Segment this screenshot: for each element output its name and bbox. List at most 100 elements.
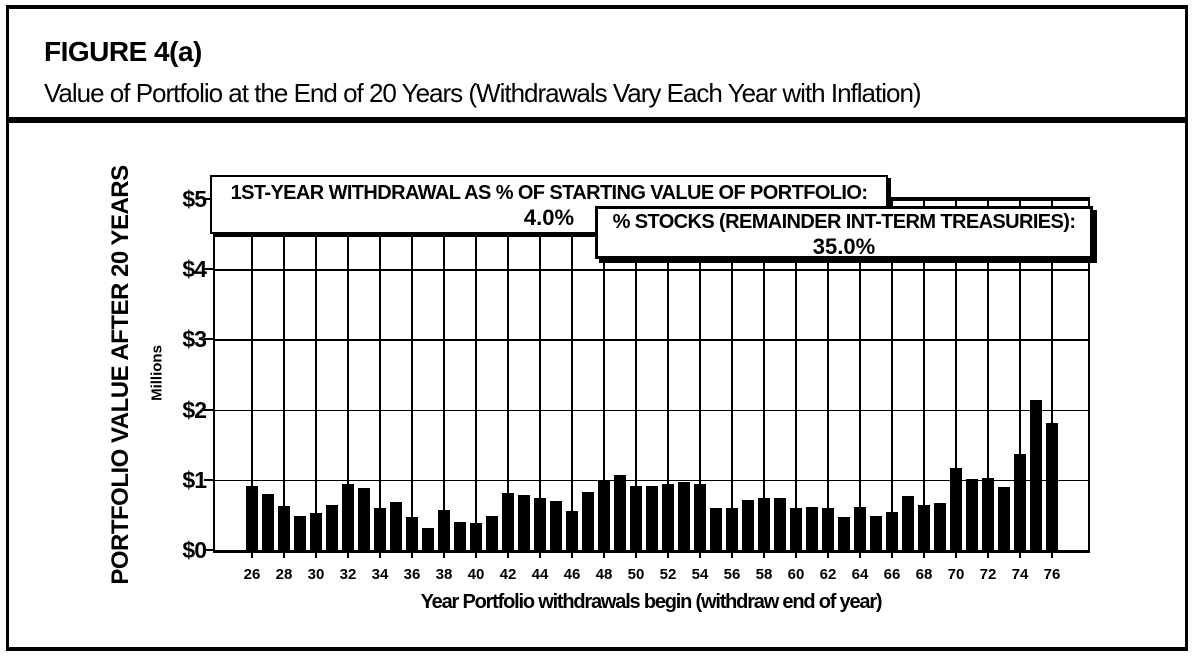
bar-year-26 <box>245 486 259 551</box>
y-axis-title: PORTFOLIO VALUE AFTER 20 YEARS <box>107 165 134 585</box>
x-tick-label: 38 <box>435 566 453 583</box>
x-tick-label: 76 <box>1043 566 1061 583</box>
bar-year-49 <box>613 475 627 551</box>
x-axis-tick <box>443 553 445 558</box>
bar-year-72 <box>981 478 995 551</box>
bar-year-35 <box>389 501 403 551</box>
withdrawal-annotation-value: 4.0% <box>523 205 575 230</box>
v-gridline <box>283 199 285 550</box>
h-gridline <box>215 479 1088 482</box>
x-tick-label: 70 <box>947 566 965 583</box>
bar-year-32 <box>341 484 355 551</box>
bar-year-51 <box>645 486 659 551</box>
x-axis-tick <box>475 553 477 558</box>
bar-year-36 <box>405 517 419 551</box>
x-tick-label: 36 <box>403 566 421 583</box>
x-tick-label: 28 <box>275 566 293 583</box>
y-axis-tick <box>204 268 213 271</box>
v-gridline <box>571 199 573 550</box>
bar-year-54 <box>693 484 707 551</box>
x-tick-label: 68 <box>915 566 933 583</box>
bar-year-57 <box>741 499 755 551</box>
x-tick-label: 66 <box>883 566 901 583</box>
bar-year-73 <box>997 487 1011 551</box>
v-gridline <box>923 199 925 550</box>
v-gridline <box>667 199 669 550</box>
bar-year-37 <box>421 527 435 551</box>
stocks-annotation-value: 35.0% <box>812 234 876 259</box>
header-separator <box>9 117 1185 123</box>
x-axis-tick <box>827 553 829 558</box>
bar-year-45 <box>549 500 563 551</box>
figure-subtitle: Value of Portfolio at the End of 20 Year… <box>44 78 922 108</box>
v-gridline <box>1051 199 1053 550</box>
bar-year-70 <box>949 467 963 551</box>
v-gridline <box>763 199 765 550</box>
bar-year-64 <box>853 506 867 551</box>
v-gridline <box>603 199 605 550</box>
withdrawal-annotation-label: 1ST-YEAR WITHDRAWAL AS % OF STARTING VAL… <box>230 182 868 204</box>
v-gridline <box>795 199 797 550</box>
x-axis-tick <box>763 553 765 558</box>
stocks-annotation-box: % STOCKS (REMAINDER INT-TERM TREASURIES)… <box>595 206 1093 259</box>
plot-frame-left <box>213 197 215 553</box>
bar-year-34 <box>373 507 387 551</box>
x-axis-tick <box>891 553 893 558</box>
bar-year-69 <box>933 502 947 551</box>
bar-year-76 <box>1045 422 1059 551</box>
bar-year-46 <box>565 511 579 551</box>
x-tick-label: 60 <box>787 566 805 583</box>
stocks-annotation-label: % STOCKS (REMAINDER INT-TERM TREASURIES)… <box>612 211 1076 233</box>
bar-year-63 <box>837 517 851 551</box>
x-tick-label: 40 <box>467 566 485 583</box>
bar-year-44 <box>533 497 547 551</box>
v-gridline <box>347 199 349 550</box>
v-gridline <box>891 199 893 550</box>
bar-year-67 <box>901 496 915 551</box>
bar-year-75 <box>1029 400 1043 551</box>
v-gridline <box>443 199 445 550</box>
x-axis-tick <box>859 553 861 558</box>
x-axis-tick <box>347 553 349 558</box>
bar-year-71 <box>965 478 979 551</box>
y-axis-tick <box>204 478 213 481</box>
bar-year-59 <box>773 498 787 551</box>
bar-year-47 <box>581 492 595 551</box>
y-axis-tick <box>204 408 213 411</box>
x-axis-tick <box>955 553 957 558</box>
x-tick-label: 42 <box>499 566 517 583</box>
bar-year-39 <box>453 521 467 551</box>
bar-year-53 <box>677 482 691 551</box>
v-gridline <box>987 199 989 550</box>
bar-year-33 <box>357 487 371 551</box>
bar-year-68 <box>917 504 931 551</box>
v-gridline <box>635 199 637 550</box>
y-axis-units-label: Millions <box>148 345 166 401</box>
bar-year-62 <box>821 508 835 551</box>
h-gridline <box>215 339 1088 341</box>
v-gridline <box>379 199 381 550</box>
v-gridline <box>411 199 413 550</box>
bar-year-28 <box>277 506 291 551</box>
x-tick-label: 52 <box>659 566 677 583</box>
bar-year-41 <box>485 515 499 551</box>
v-gridline <box>507 199 509 550</box>
x-tick-label: 34 <box>371 566 389 583</box>
x-tick-label: 26 <box>243 566 261 583</box>
x-tick-label: 64 <box>851 566 869 583</box>
y-tick-label: $0 <box>182 537 207 563</box>
v-gridline <box>731 199 733 550</box>
bar-year-56 <box>725 508 739 551</box>
x-axis-tick <box>411 553 413 558</box>
y-tick-label: $4 <box>182 256 207 283</box>
x-axis-tick <box>315 553 317 558</box>
x-axis-tick <box>699 553 701 558</box>
bar-year-65 <box>869 515 883 551</box>
x-axis-tick <box>667 553 669 558</box>
x-axis-tick <box>987 553 989 558</box>
x-tick-label: 54 <box>691 566 709 583</box>
x-axis-tick <box>1051 553 1053 558</box>
withdrawal-annotation-box: 1ST-YEAR WITHDRAWAL AS % OF STARTING VAL… <box>210 175 888 234</box>
bar-year-30 <box>309 513 323 551</box>
figure-title: FIGURE 4(a) <box>44 36 202 67</box>
